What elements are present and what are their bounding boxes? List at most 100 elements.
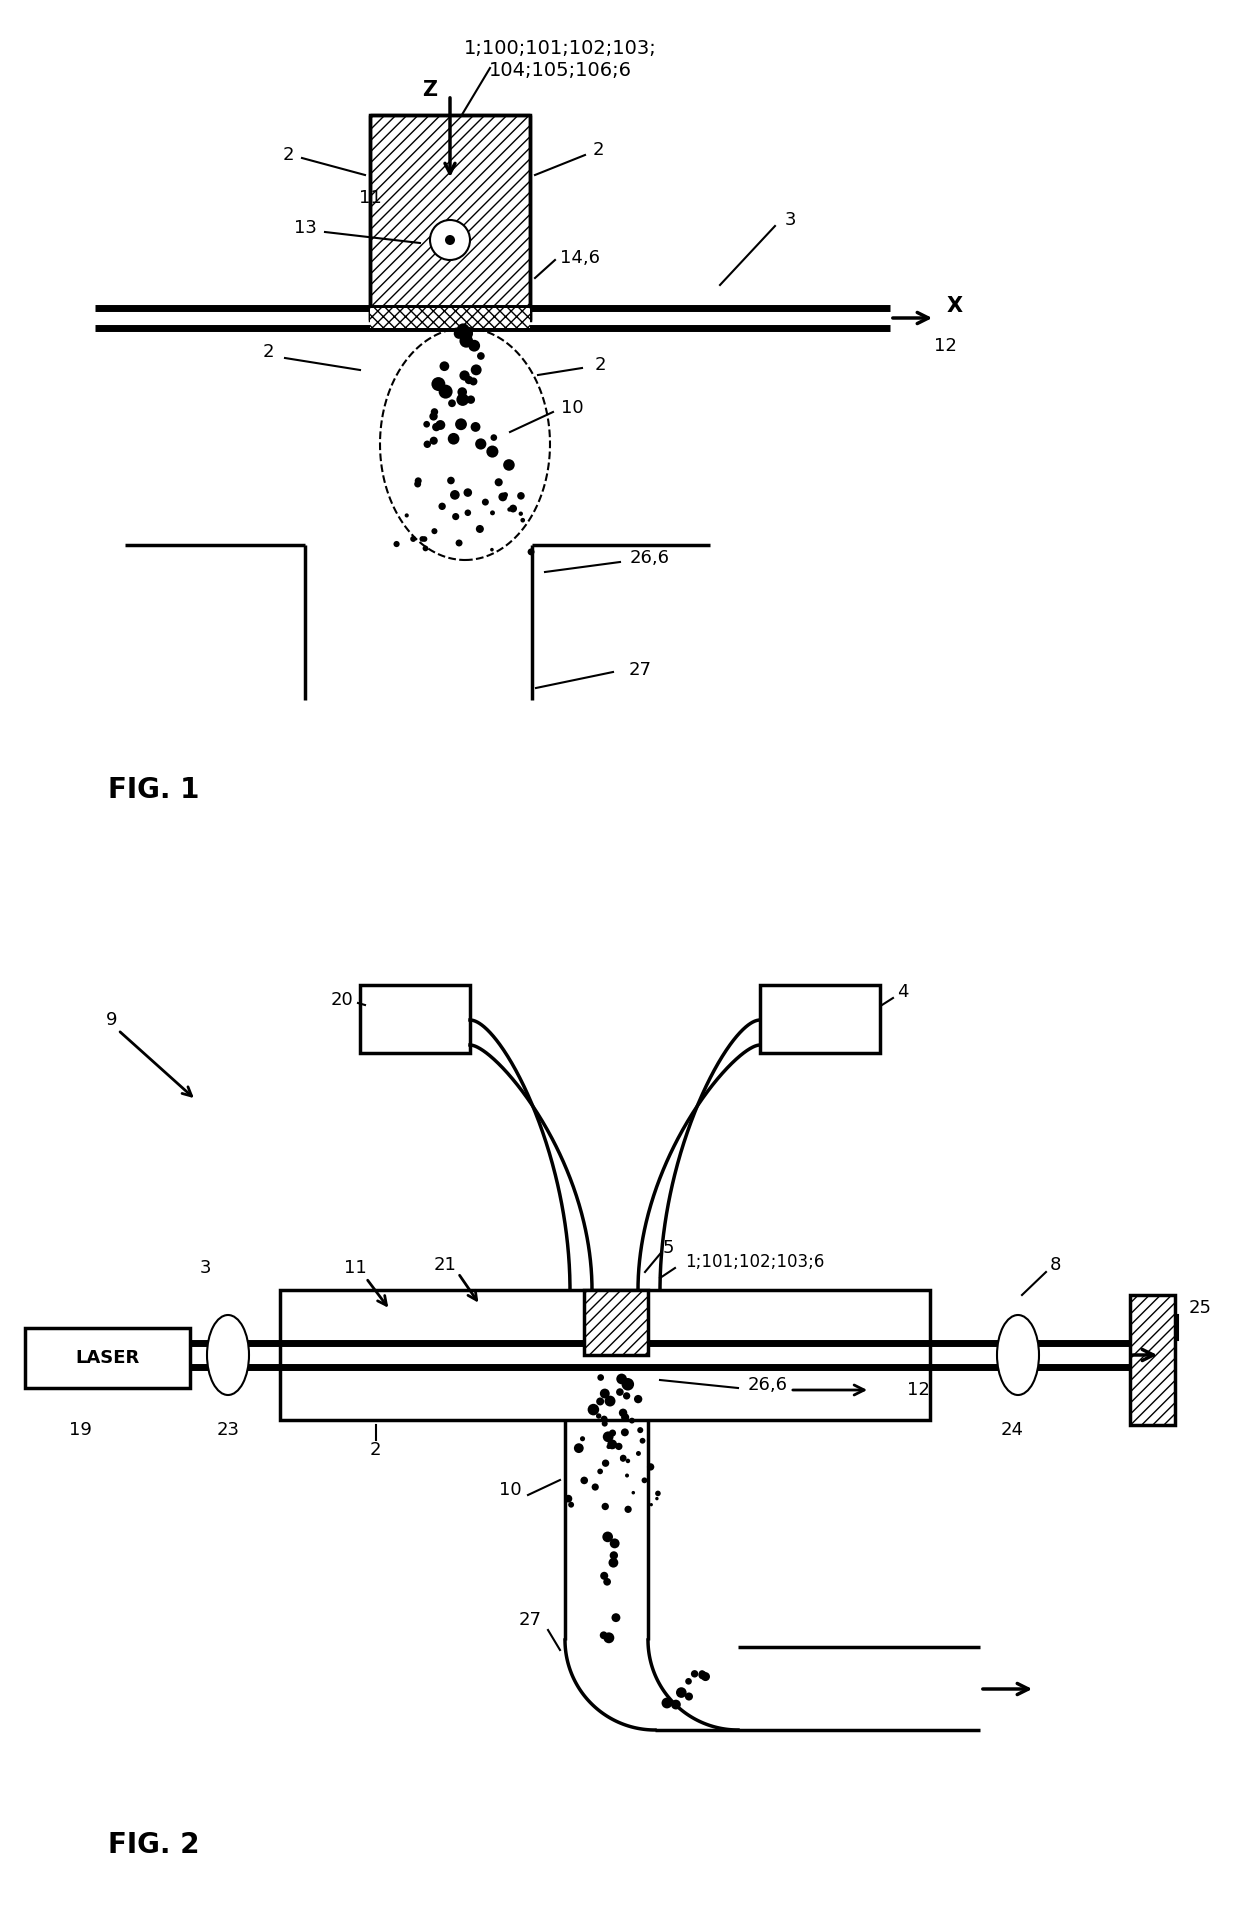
Circle shape bbox=[439, 503, 446, 509]
Circle shape bbox=[410, 536, 417, 542]
Circle shape bbox=[465, 509, 471, 517]
Circle shape bbox=[458, 388, 467, 397]
Text: 5: 5 bbox=[662, 1238, 673, 1258]
Circle shape bbox=[459, 326, 472, 341]
Circle shape bbox=[507, 507, 512, 511]
Circle shape bbox=[495, 478, 502, 486]
Circle shape bbox=[476, 525, 484, 532]
Circle shape bbox=[600, 1572, 609, 1580]
Circle shape bbox=[448, 432, 460, 444]
Circle shape bbox=[439, 384, 453, 399]
Text: FIG. 2: FIG. 2 bbox=[108, 1831, 200, 1860]
Circle shape bbox=[637, 1427, 644, 1433]
Circle shape bbox=[470, 378, 477, 386]
Circle shape bbox=[453, 513, 459, 521]
Text: 14,6: 14,6 bbox=[560, 249, 600, 266]
Text: 25: 25 bbox=[1188, 1298, 1211, 1318]
Circle shape bbox=[580, 1476, 588, 1483]
Circle shape bbox=[432, 422, 440, 432]
Text: 21: 21 bbox=[434, 1256, 456, 1273]
Text: 26,6: 26,6 bbox=[748, 1375, 787, 1395]
Circle shape bbox=[486, 446, 498, 457]
Circle shape bbox=[564, 1495, 573, 1503]
Circle shape bbox=[596, 1397, 604, 1406]
Text: 19: 19 bbox=[68, 1422, 92, 1439]
Circle shape bbox=[591, 1483, 599, 1491]
Circle shape bbox=[604, 1578, 611, 1586]
Bar bbox=[584, 1291, 649, 1354]
Bar bbox=[760, 986, 880, 1053]
Circle shape bbox=[465, 376, 474, 384]
Circle shape bbox=[439, 361, 449, 370]
Text: 9: 9 bbox=[107, 1011, 118, 1028]
Circle shape bbox=[414, 476, 422, 484]
Circle shape bbox=[611, 1613, 620, 1622]
Text: 23: 23 bbox=[217, 1422, 239, 1439]
Circle shape bbox=[588, 1404, 599, 1416]
Circle shape bbox=[568, 1503, 574, 1508]
Bar bbox=[360, 986, 470, 1053]
Circle shape bbox=[676, 1688, 687, 1698]
Circle shape bbox=[622, 1393, 630, 1400]
Circle shape bbox=[414, 480, 422, 488]
Circle shape bbox=[625, 1474, 629, 1478]
Circle shape bbox=[629, 1418, 635, 1424]
Circle shape bbox=[527, 548, 534, 556]
Circle shape bbox=[471, 365, 481, 376]
Text: 2: 2 bbox=[283, 147, 294, 164]
Circle shape bbox=[640, 1437, 646, 1443]
Circle shape bbox=[625, 1507, 631, 1512]
Circle shape bbox=[603, 1532, 613, 1541]
Circle shape bbox=[445, 235, 455, 245]
Circle shape bbox=[641, 1478, 647, 1483]
Circle shape bbox=[456, 324, 470, 336]
Circle shape bbox=[610, 1539, 620, 1549]
Circle shape bbox=[621, 1377, 634, 1391]
Circle shape bbox=[455, 540, 463, 546]
Circle shape bbox=[450, 490, 460, 500]
Circle shape bbox=[393, 540, 399, 548]
Circle shape bbox=[686, 1678, 692, 1684]
Text: Z: Z bbox=[423, 79, 438, 100]
Circle shape bbox=[498, 492, 507, 502]
Circle shape bbox=[601, 1503, 609, 1510]
Text: 12: 12 bbox=[906, 1381, 930, 1399]
Circle shape bbox=[456, 394, 469, 405]
Circle shape bbox=[610, 1551, 618, 1561]
Ellipse shape bbox=[207, 1316, 249, 1395]
Text: 8: 8 bbox=[1049, 1256, 1060, 1273]
Circle shape bbox=[517, 492, 525, 500]
Circle shape bbox=[598, 1468, 603, 1474]
Text: 27: 27 bbox=[629, 662, 651, 679]
Text: 10: 10 bbox=[498, 1481, 521, 1499]
Circle shape bbox=[609, 1559, 619, 1568]
Circle shape bbox=[600, 1389, 610, 1399]
Circle shape bbox=[475, 438, 486, 449]
Circle shape bbox=[432, 529, 438, 534]
Circle shape bbox=[422, 536, 428, 542]
Circle shape bbox=[521, 517, 525, 523]
Circle shape bbox=[424, 440, 432, 448]
Circle shape bbox=[600, 1632, 608, 1640]
Circle shape bbox=[490, 511, 495, 515]
Circle shape bbox=[580, 1437, 585, 1441]
Circle shape bbox=[619, 1408, 627, 1418]
Circle shape bbox=[491, 434, 497, 442]
Text: 27: 27 bbox=[518, 1611, 542, 1628]
Bar bbox=[370, 309, 529, 328]
Circle shape bbox=[655, 1491, 661, 1497]
Text: 2: 2 bbox=[593, 141, 604, 158]
Bar bbox=[25, 1327, 190, 1389]
Text: 11: 11 bbox=[358, 189, 382, 206]
Bar bbox=[1130, 1294, 1176, 1426]
Circle shape bbox=[430, 409, 438, 415]
Circle shape bbox=[455, 419, 467, 430]
Text: 2: 2 bbox=[370, 1441, 381, 1458]
Circle shape bbox=[423, 546, 428, 552]
Text: 2: 2 bbox=[594, 357, 606, 374]
Circle shape bbox=[454, 328, 464, 340]
Circle shape bbox=[464, 488, 472, 498]
Circle shape bbox=[601, 1420, 608, 1427]
Circle shape bbox=[650, 1503, 653, 1507]
Text: X: X bbox=[947, 295, 963, 316]
